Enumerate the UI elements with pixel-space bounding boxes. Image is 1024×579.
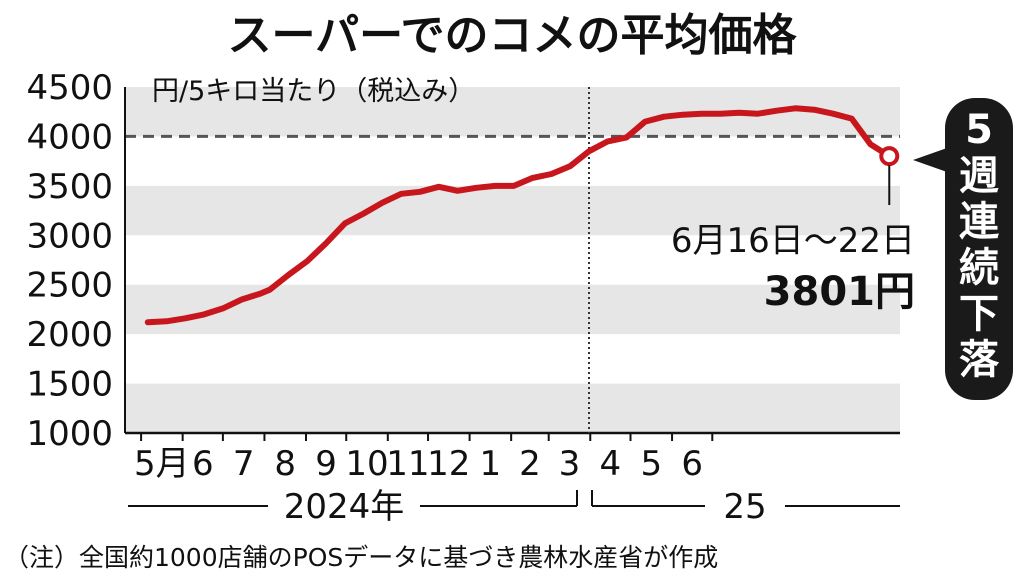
x-tick-label: 7 [233,444,255,484]
series-rice-price [144,105,900,326]
grid-band [125,383,900,433]
y-tick-label: 1000 [26,414,113,454]
x-tick-label: 8 [274,444,296,484]
y-tick-label: 2500 [26,266,113,306]
grid-band [125,185,900,236]
x-tick-label: 3 [559,444,581,484]
annotation: 6月16日～22日 3801円 [671,165,915,315]
axes [124,87,900,441]
y-tick-label: 1500 [26,365,113,405]
y-tick-label: 3000 [26,216,113,256]
x-tick-label: 2 [519,444,541,484]
badge-char: 続 [959,245,999,291]
x-tick-label: 1 [480,444,502,484]
latest-point-marker [879,146,900,167]
annotation-date-range: 6月16日～22日 [671,221,915,261]
x-tick-label: 9 [315,444,337,484]
x-tick-label: 4 [600,444,622,484]
y-tick-label: 4000 [26,117,113,157]
year-label-2024: 2024年 [284,487,405,527]
badge-background [945,98,1013,400]
x-tick-label: 11 [386,444,429,484]
series-line [144,105,893,326]
x-tick-label: 5月 [134,444,190,484]
year-labels: 2024年 25 [128,487,900,527]
badge-char: 落 [959,337,1000,383]
grid-bands [125,87,900,433]
badge-pointer [913,148,947,172]
y-tick-label: 2000 [26,315,113,355]
x-tick-label: 12 [427,444,470,484]
annotation-price: 3801円 [764,269,915,315]
x-tick-label: 6 [681,444,703,484]
x-tick-label: 10 [345,444,388,484]
y-axis-unit-label: 円/5キロ当たり（税込み） [152,76,475,107]
y-tick-label: 3500 [26,167,113,207]
badge-char: 週 [959,153,999,199]
source-note: （注）全国約1000店舗のPOSデータに基づき農林水産省が作成 [4,543,718,572]
y-tick-label: 4500 [26,68,113,108]
badge-char: 下 [959,291,999,337]
year-label-25: 25 [723,487,766,527]
badge-char: 5 [965,107,993,153]
x-tick-label: 5 [640,444,662,484]
badge-char: 連 [959,199,1000,245]
chart-title: スーパーでのコメの平均価格 [228,10,798,61]
x-tick-label: 6 [192,444,214,484]
y-tick-labels: 4500 4000 3500 3000 2500 2000 1500 1000 [26,68,113,454]
